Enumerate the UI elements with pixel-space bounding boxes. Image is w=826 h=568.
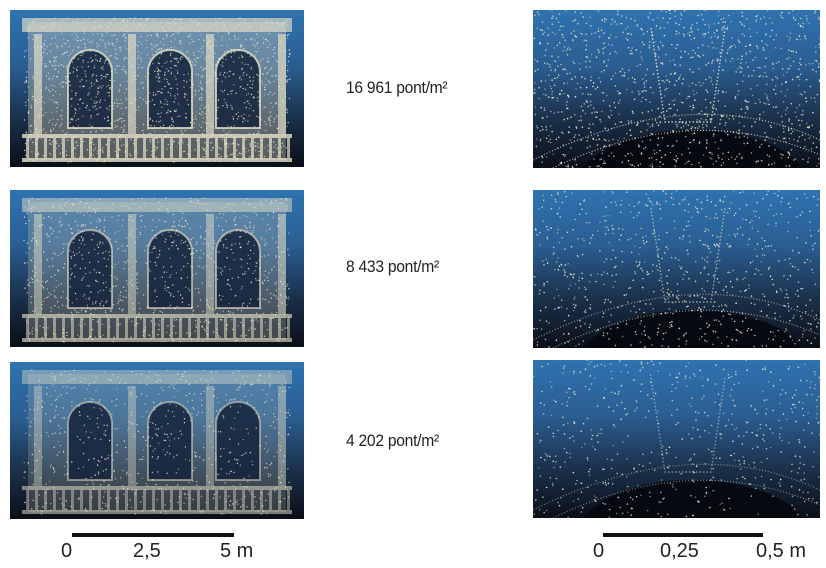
facade-cloud-1	[10, 10, 304, 167]
scalebar-left-tick-2: 5 m	[220, 540, 254, 562]
scalebar-left-tick-1: 2,5	[133, 540, 161, 562]
scalebar-right-tick-0: 0	[593, 540, 605, 562]
facade-cloud-3-svg	[22, 369, 292, 515]
detail-cloud-1	[533, 10, 820, 168]
density-label-1: 16 961 pont/m²	[346, 78, 448, 97]
detail-cloud-1-svg	[533, 10, 820, 168]
detail-cloud-2	[533, 190, 820, 348]
facade-cloud-1-svg	[22, 17, 292, 163]
detail-cloud-2-svg	[533, 190, 820, 348]
scalebar-right-tick-2: 0,5 m	[756, 540, 807, 562]
facade-cloud-2-svg	[22, 197, 292, 343]
detail-cloud-3	[533, 360, 820, 518]
facade-cloud-2	[10, 190, 304, 347]
density-label-3: 4 202 pont/m²	[346, 431, 439, 450]
density-label-2: 8 433 pont/m²	[346, 257, 439, 276]
detail-cloud-3-svg	[533, 360, 820, 518]
scalebar-right-tick-1: 0,25	[660, 540, 699, 562]
facade-cloud-3	[10, 362, 304, 519]
scalebar-left-line	[72, 533, 234, 537]
scalebar-left-tick-0: 0	[61, 540, 73, 562]
scalebar-right-line	[603, 533, 763, 537]
